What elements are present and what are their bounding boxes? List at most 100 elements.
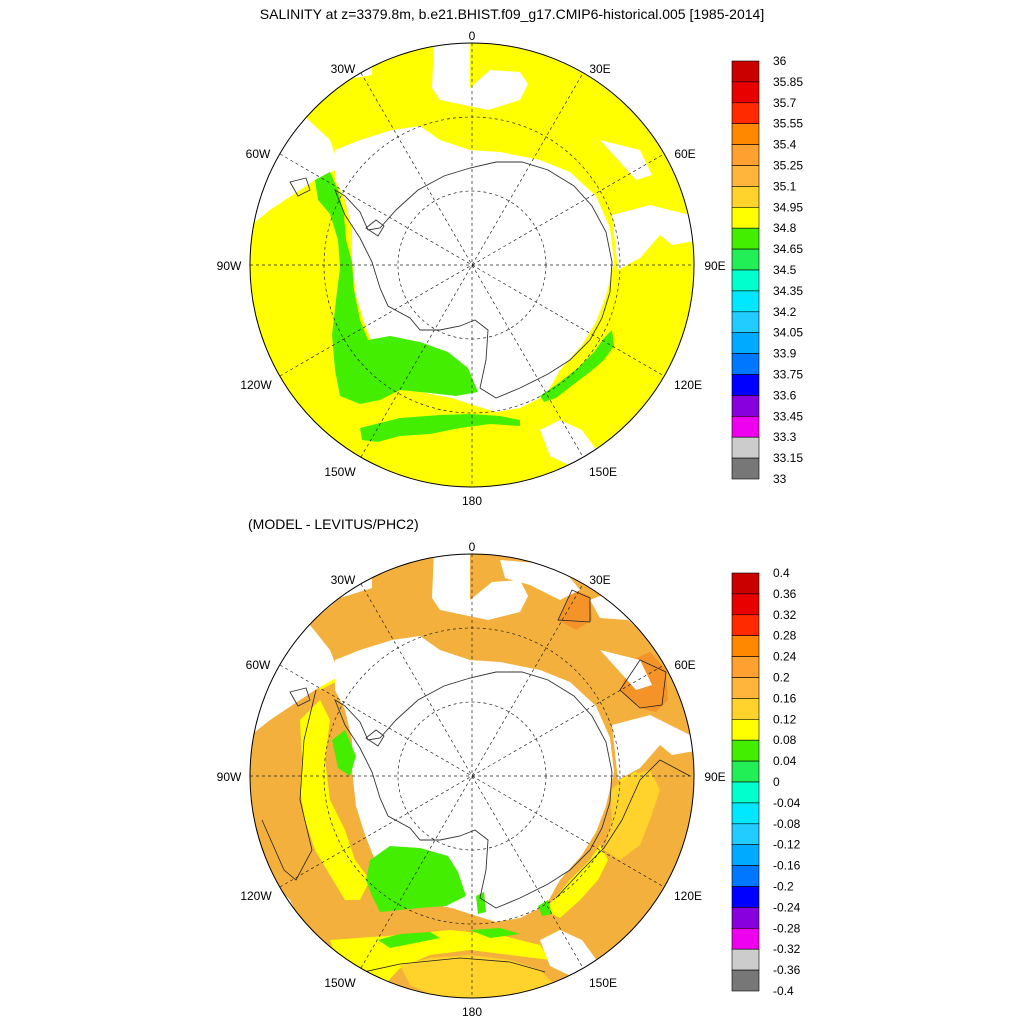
- colorbar-1-swatch: [731, 457, 760, 480]
- colorbar-2-swatch: [731, 635, 760, 657]
- colorbar-2-swatch: [731, 969, 760, 992]
- colorbar-1-label: 34.5: [773, 263, 797, 277]
- colorbar-1-swatch: [731, 374, 760, 396]
- lon-label-30e: 30E: [589, 62, 610, 76]
- colorbar-1-label: 35.85: [773, 75, 803, 89]
- map-boundary: [249, 553, 695, 999]
- lon-label-0: 0: [469, 29, 476, 43]
- colorbar-2-label: -0.12: [773, 838, 801, 852]
- colorbar-2-label: -0.36: [773, 963, 801, 977]
- lon-label-60w: 60W: [246, 147, 271, 161]
- colorbar-1-label: 33: [773, 472, 787, 486]
- lon-label-90w: 90W: [217, 770, 242, 784]
- colorbar-1-label: 34.95: [773, 200, 803, 214]
- panel-2-map: [250, 554, 694, 998]
- colorbar-2-swatch: [731, 948, 760, 971]
- colorbar-1-label: 34.65: [773, 242, 803, 256]
- colorbar-2-label: -0.32: [773, 942, 801, 956]
- colorbar-2-label: 0.16: [773, 691, 797, 705]
- lon-label-120e: 120E: [674, 378, 702, 392]
- coastline: [289, 671, 613, 909]
- colorbar-2-label: 0: [773, 775, 780, 789]
- colorbar-2-label: 0.2: [773, 671, 790, 685]
- colorbar-2-swatch: [731, 718, 760, 741]
- colorbar-1-label: 35.55: [773, 117, 803, 131]
- colorbar-2-label: 0.4: [773, 566, 790, 580]
- colorbar-1-swatch: [731, 290, 760, 313]
- map-boundary: [249, 42, 695, 488]
- longitude-labels: 0 30E 60E 90E 120E 150E 180 150W 120W 90…: [217, 29, 726, 508]
- colorbar-2: 0.4 0.36 0.32 0.28 0.24 0.2 0.16 0.12 0.08 0.04 0 -…: [731, 566, 801, 998]
- colorbar-2-label: 0.04: [773, 754, 797, 768]
- colorbar-1-swatch: [731, 332, 760, 354]
- lon-label-90e: 90E: [704, 770, 725, 784]
- contour-lines: [261, 589, 691, 976]
- colorbar-2-swatch: [731, 593, 760, 616]
- colorbar-1-swatch: [731, 60, 760, 83]
- lon-label-30w: 30W: [331, 573, 356, 587]
- lon-label-60e: 60E: [674, 147, 695, 161]
- colorbar-2-label: -0.2: [773, 880, 794, 894]
- colorbar-1-label: 35.7: [773, 96, 797, 110]
- salinity-field-green: [315, 172, 614, 442]
- colorbar-1-label: 33.6: [773, 388, 797, 402]
- colorbar-1-label: 33.75: [773, 368, 803, 382]
- colorbar-2-swatch: [731, 907, 760, 929]
- colorbar-1-swatch: [731, 123, 760, 145]
- colorbar-2-swatch: [731, 865, 760, 887]
- lon-label-180: 180: [462, 1005, 482, 1019]
- colorbar-1-label: 33.9: [773, 347, 797, 361]
- graticule: [250, 554, 694, 998]
- lon-label-120w: 120W: [240, 378, 272, 392]
- colorbar-2-swatch: [731, 572, 760, 595]
- lon-label-150e: 150E: [589, 465, 617, 479]
- lon-label-30w: 30W: [331, 62, 356, 76]
- colorbar-1-label: 35.25: [773, 159, 803, 173]
- lon-label-180: 180: [462, 494, 482, 508]
- colorbar-2-swatch: [731, 698, 760, 720]
- lon-label-150e: 150E: [589, 976, 617, 990]
- colorbar-2-label: -0.28: [773, 921, 801, 935]
- colorbar-1-label: 35.1: [773, 179, 797, 193]
- lon-label-90e: 90E: [704, 259, 725, 273]
- colorbar-1: 36 35.85 35.7 35.55 35.4 35.25 35.1 34.95 34.8 34…: [731, 54, 803, 486]
- longitude-labels: 0 30E 60E 90E 120E 150E 180 150W 120W 90…: [217, 540, 726, 1019]
- colorbar-2-swatch: [731, 781, 760, 804]
- colorbar-2-label: -0.16: [773, 859, 801, 873]
- colorbar-1-swatch: [731, 311, 760, 333]
- colorbar-2-swatch: [731, 739, 760, 762]
- colorbar-2-swatch: [731, 927, 760, 950]
- lon-label-150w: 150W: [324, 976, 356, 990]
- colorbar-1-swatch: [731, 353, 760, 375]
- colorbar-2-swatch: [731, 656, 760, 678]
- colorbar-2-swatch: [731, 802, 760, 825]
- panel-1-title: SALINITY at z=3379.8m, b.e21.BHIST.f09_g…: [260, 6, 764, 22]
- colorbar-1-swatch: [731, 186, 760, 208]
- colorbar-1-swatch: [731, 227, 760, 250]
- anomaly-field-green: [332, 730, 552, 948]
- colorbar-1-label: 35.4: [773, 138, 797, 152]
- colorbar-2-label: 0.24: [773, 650, 797, 664]
- colorbar-1-label: 36: [773, 54, 787, 68]
- colorbar-2-swatch: [731, 614, 760, 636]
- colorbar-1-label: 33.3: [773, 430, 797, 444]
- panel-1: SALINITY at z=3379.8m, b.e21.BHIST.f09_g…: [217, 6, 804, 508]
- panel-2-title: (MODEL - LEVITUS/PHC2): [248, 516, 419, 532]
- colorbar-2-swatch: [731, 844, 760, 866]
- colorbar-1-swatch: [731, 395, 760, 417]
- colorbar-2-label: 0.12: [773, 712, 797, 726]
- lon-label-60w: 60W: [246, 658, 271, 672]
- colorbar-1-swatch: [731, 269, 760, 292]
- lon-label-120e: 120E: [674, 889, 702, 903]
- colorbar-2-swatch: [731, 886, 760, 908]
- panel-1-map: [250, 43, 694, 487]
- colorbar-1-swatch: [731, 102, 760, 125]
- colorbar-1-label: 34.05: [773, 326, 803, 340]
- colorbar-1-swatch: [731, 81, 760, 104]
- colorbar-2-label: -0.4: [773, 984, 794, 998]
- colorbar-1-label: 33.15: [773, 451, 803, 465]
- lon-label-120w: 120W: [240, 889, 272, 903]
- colorbar-1-label: 34.35: [773, 284, 803, 298]
- panel-2: (MODEL - LEVITUS/PHC2): [217, 516, 801, 1019]
